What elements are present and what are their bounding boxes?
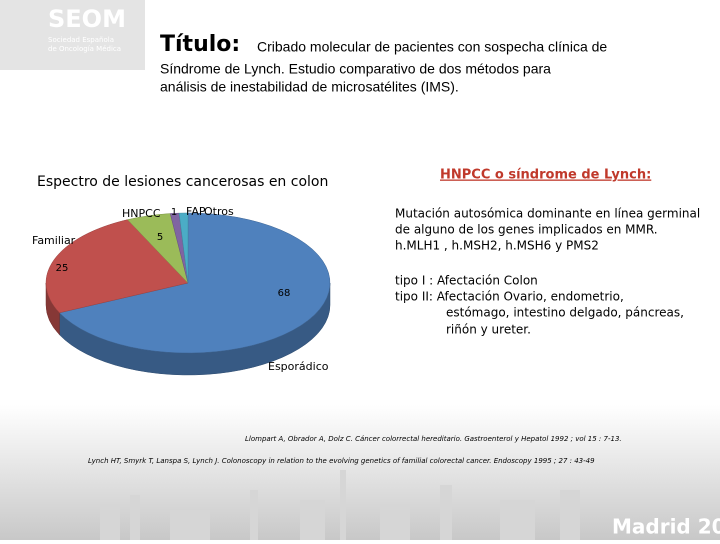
pie-slice	[45, 219, 189, 314]
value-label: 25	[56, 263, 69, 274]
pie-slice	[178, 212, 189, 284]
reference: Llompart A, Obrador A, Dolz C. Cáncer co…	[245, 435, 622, 443]
title: análisis de inestabilidad de microsatéli…	[160, 79, 459, 95]
title: Síndrome de Lynch. Estudio comparativo d…	[160, 61, 551, 77]
category-label: HNPCC	[122, 207, 161, 220]
panel-text: de alguno de los genes implicados en MMR…	[395, 223, 658, 237]
reference: Lynch HT, Smyrk T, Lanspa S, Lynch J. Co…	[88, 457, 595, 465]
panel-text: riñón y ureter.	[446, 323, 531, 337]
category-label: Otros	[204, 205, 234, 218]
pie-slice	[59, 212, 331, 354]
logo-box	[0, 0, 145, 70]
value-label: 5	[157, 232, 163, 243]
panel-text: tipo I : Afectación Colon	[395, 274, 538, 288]
logo-sub: Sociedad Española	[48, 36, 114, 44]
chart-title: Espectro de lesiones cancerosas en colon	[37, 174, 328, 190]
category-label: FAP	[186, 205, 206, 218]
title-label: Título:	[160, 32, 240, 57]
panel-text: Mutación autosómica dominante en línea g…	[395, 207, 700, 221]
logo: SEOM	[48, 5, 126, 33]
panel-text: estómago, intestino delgado, páncreas,	[446, 306, 684, 320]
value-label: 1	[171, 207, 177, 218]
panel-text: h.MLH1 , h.MSH2, h.MSH6 y PMS2	[395, 239, 599, 253]
skyline	[100, 470, 580, 540]
panel-text: tipo II: Afectación Ovario, endometrio,	[395, 290, 624, 304]
value-label: 68	[278, 288, 291, 299]
pie-chart: Esporádico 68 Familiar 25 HNPCC 5 FAP 1 Otros	[32, 205, 331, 376]
panel-heading: HNPCC o síndrome de Lynch:	[440, 168, 651, 183]
logo-sub: de Oncología Médica	[48, 45, 121, 53]
footer: Madrid 2010	[612, 515, 720, 539]
category-label: Familiar	[32, 234, 76, 247]
category-label: Esporádico	[268, 360, 329, 373]
title: Cribado molecular de pacientes con sospe…	[257, 39, 607, 55]
